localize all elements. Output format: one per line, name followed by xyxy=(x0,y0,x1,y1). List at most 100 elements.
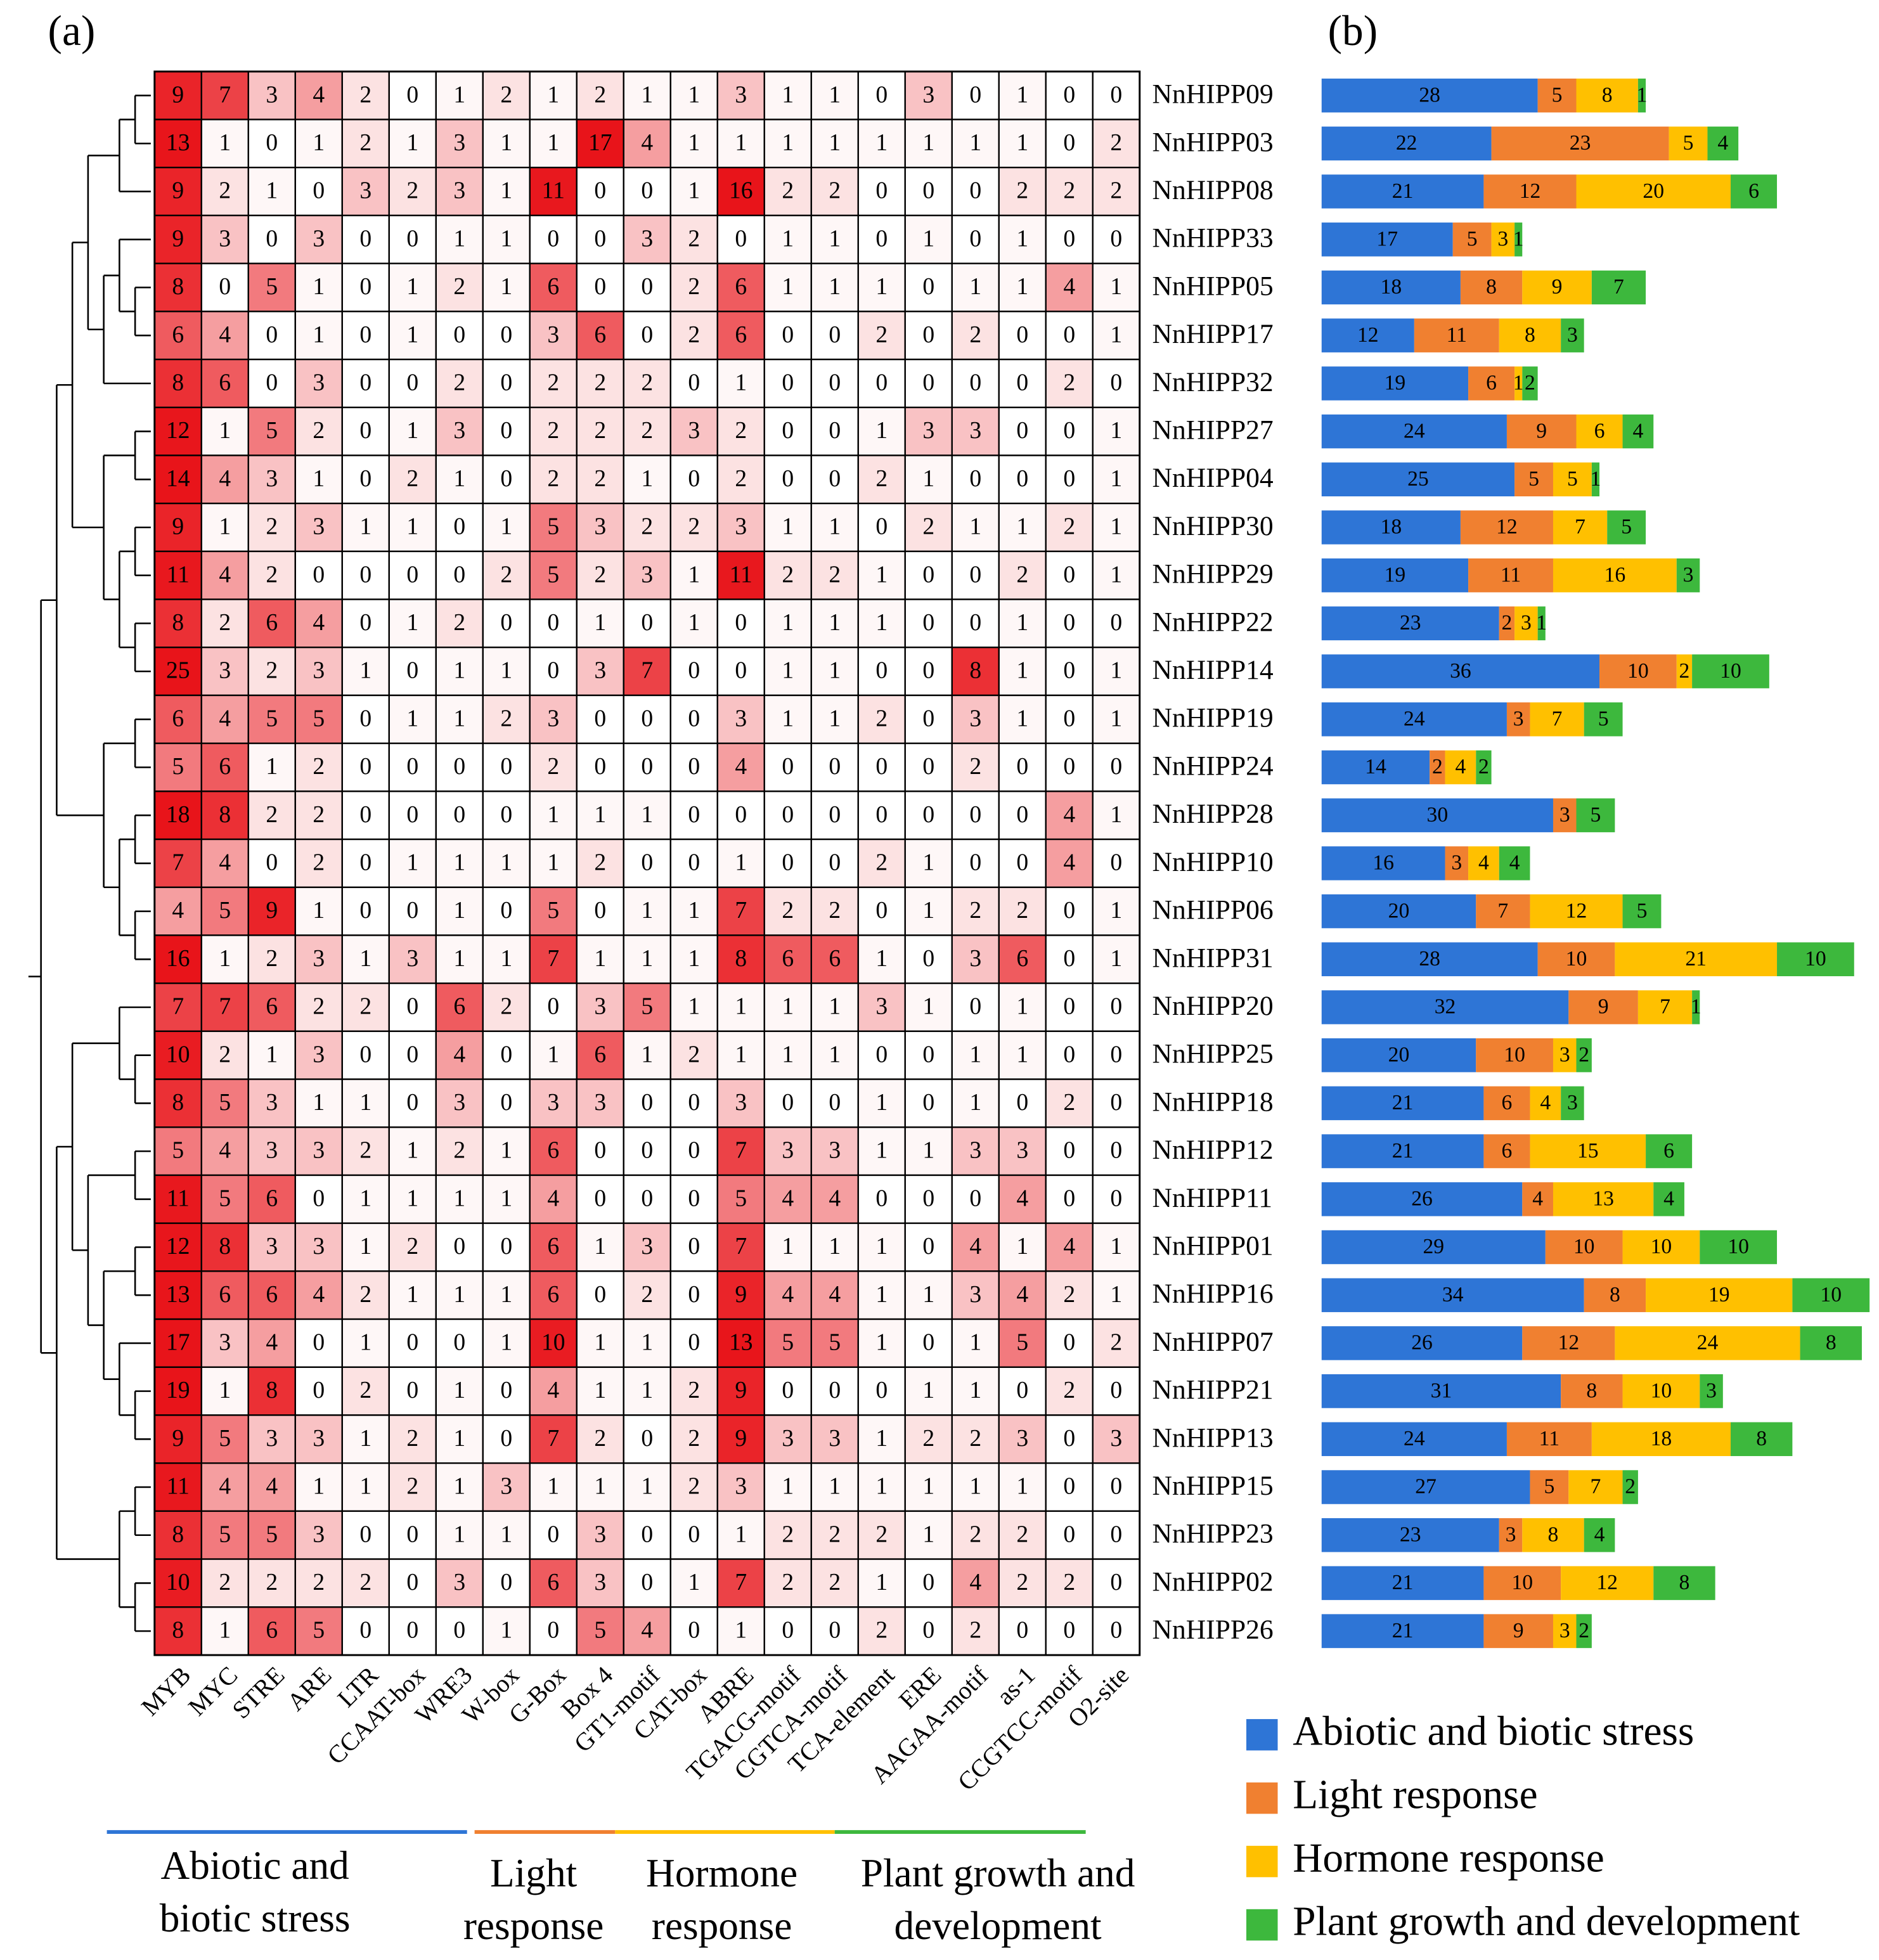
heatmap-cell xyxy=(623,1318,671,1368)
cell-label: 3 xyxy=(266,1089,278,1116)
heatmap-cell xyxy=(763,934,812,984)
heatmap-cell xyxy=(576,406,624,456)
cell-label: 2 xyxy=(1016,1569,1028,1596)
heatmap-cell xyxy=(669,1030,718,1080)
heatmap-cell xyxy=(716,1270,765,1320)
cell-label: 0 xyxy=(1063,1617,1075,1644)
bar-value-label: 4 xyxy=(1717,131,1728,155)
heatmap-cell xyxy=(669,1558,718,1608)
cell-label: 0 xyxy=(359,465,371,492)
heatmap-cell xyxy=(951,982,1000,1033)
cell-label: 2 xyxy=(547,369,559,396)
cell-label: 0 xyxy=(1063,561,1075,588)
cell-label: 1 xyxy=(500,177,512,204)
cell-label: 5 xyxy=(547,561,559,588)
heatmap-cell xyxy=(576,119,624,169)
heatmap-cell xyxy=(435,167,484,217)
row-label: NnHIPP28 xyxy=(1153,799,1274,829)
cell-label: 1 xyxy=(782,129,794,156)
bar-segment xyxy=(1568,1470,1623,1504)
bar-segment xyxy=(1692,654,1769,688)
cell-label: 4 xyxy=(453,1041,465,1067)
heatmap-cell xyxy=(1045,790,1094,841)
cell-label: 7 xyxy=(641,657,653,684)
cell-label: 3 xyxy=(594,1569,606,1596)
cell-label: 2 xyxy=(735,417,747,444)
cell-label: 0 xyxy=(782,1377,794,1403)
cell-label: 1 xyxy=(829,993,841,1020)
bar-value-label: 11 xyxy=(1447,323,1467,347)
bar-value-label: 26 xyxy=(1411,1331,1433,1355)
group-label: Abiotic and xyxy=(161,1843,349,1888)
cell-label: 0 xyxy=(547,225,559,252)
heatmap-cell xyxy=(951,214,1000,264)
cell-label: 4 xyxy=(266,1329,278,1356)
cell-label: 1 xyxy=(219,1617,231,1644)
bar-value-label: 15 xyxy=(1577,1139,1599,1163)
bar-segment xyxy=(1553,1614,1577,1648)
cell-label: 2 xyxy=(969,1617,981,1644)
heatmap-cell xyxy=(153,358,202,408)
heatmap-cell xyxy=(1045,1462,1094,1512)
cell-label: 5 xyxy=(219,1185,231,1211)
cell-label: 1 xyxy=(1110,1233,1122,1260)
bar-value-label: 1 xyxy=(1513,227,1524,250)
heatmap-cell xyxy=(998,502,1047,553)
heatmap-cell xyxy=(247,1030,296,1080)
heatmap-cell xyxy=(247,1174,296,1224)
heatmap-cell xyxy=(294,982,343,1033)
cell-label: 0 xyxy=(313,177,325,204)
heatmap-cell xyxy=(810,1078,859,1128)
heatmap-cell xyxy=(388,742,437,792)
heatmap-cell xyxy=(576,1558,624,1608)
bar-value-label: 28 xyxy=(1419,947,1440,970)
heatmap-cell xyxy=(482,1222,531,1272)
cell-label: 0 xyxy=(453,561,465,588)
cell-label: 13 xyxy=(166,129,190,156)
bar-value-label: 16 xyxy=(1605,563,1626,586)
cell-label: 4 xyxy=(219,561,231,588)
bar-value-label: 11 xyxy=(1539,1427,1559,1450)
heatmap-cell xyxy=(716,1222,765,1272)
cell-label: 0 xyxy=(1110,1377,1122,1403)
bar-segment xyxy=(1537,606,1546,641)
cell-label: 0 xyxy=(500,465,512,492)
bar-segment xyxy=(1622,414,1654,449)
cell-label: 1 xyxy=(875,1281,888,1308)
bar-value-label: 3 xyxy=(1706,1379,1717,1402)
bar-value-label: 19 xyxy=(1708,1283,1730,1306)
heatmap-cell xyxy=(294,1558,343,1608)
heatmap-cell xyxy=(294,262,343,313)
cell-label: 1 xyxy=(875,1329,888,1356)
cell-label: 1 xyxy=(829,705,841,732)
row-label: NnHIPP24 xyxy=(1153,751,1274,781)
cell-label: 4 xyxy=(313,1281,325,1308)
cell-label: 1 xyxy=(500,1137,512,1164)
cell-label: 0 xyxy=(594,225,606,252)
bar-value-label: 7 xyxy=(1575,515,1585,539)
bar-segment xyxy=(1553,798,1577,832)
cell-label: 0 xyxy=(922,1041,934,1067)
bar-segment xyxy=(1483,1134,1530,1168)
cell-label: 5 xyxy=(219,897,231,924)
cell-label: 1 xyxy=(547,849,559,876)
bar-segment xyxy=(1622,1470,1638,1504)
bar-value-label: 2 xyxy=(1502,611,1513,635)
cell-label: 3 xyxy=(641,561,653,588)
heatmap-cell xyxy=(482,1174,531,1224)
heatmap-cell xyxy=(247,406,296,456)
heatmap-cell xyxy=(482,119,531,169)
cell-label: 0 xyxy=(829,1617,841,1644)
bar-segment xyxy=(1321,750,1430,785)
bar-value-label: 5 xyxy=(1552,83,1563,106)
heatmap-cell xyxy=(294,934,343,984)
heatmap-cell xyxy=(294,214,343,264)
heatmap-cell xyxy=(341,358,390,408)
legend-label: Hormone response xyxy=(1293,1836,1605,1881)
heatmap-cell xyxy=(153,1318,202,1368)
bar-segment xyxy=(1321,1134,1484,1168)
cell-label: 0 xyxy=(359,897,371,924)
heatmap-cell xyxy=(810,1270,859,1320)
cell-label: 3 xyxy=(547,1089,559,1116)
heatmap-cell xyxy=(716,214,765,264)
